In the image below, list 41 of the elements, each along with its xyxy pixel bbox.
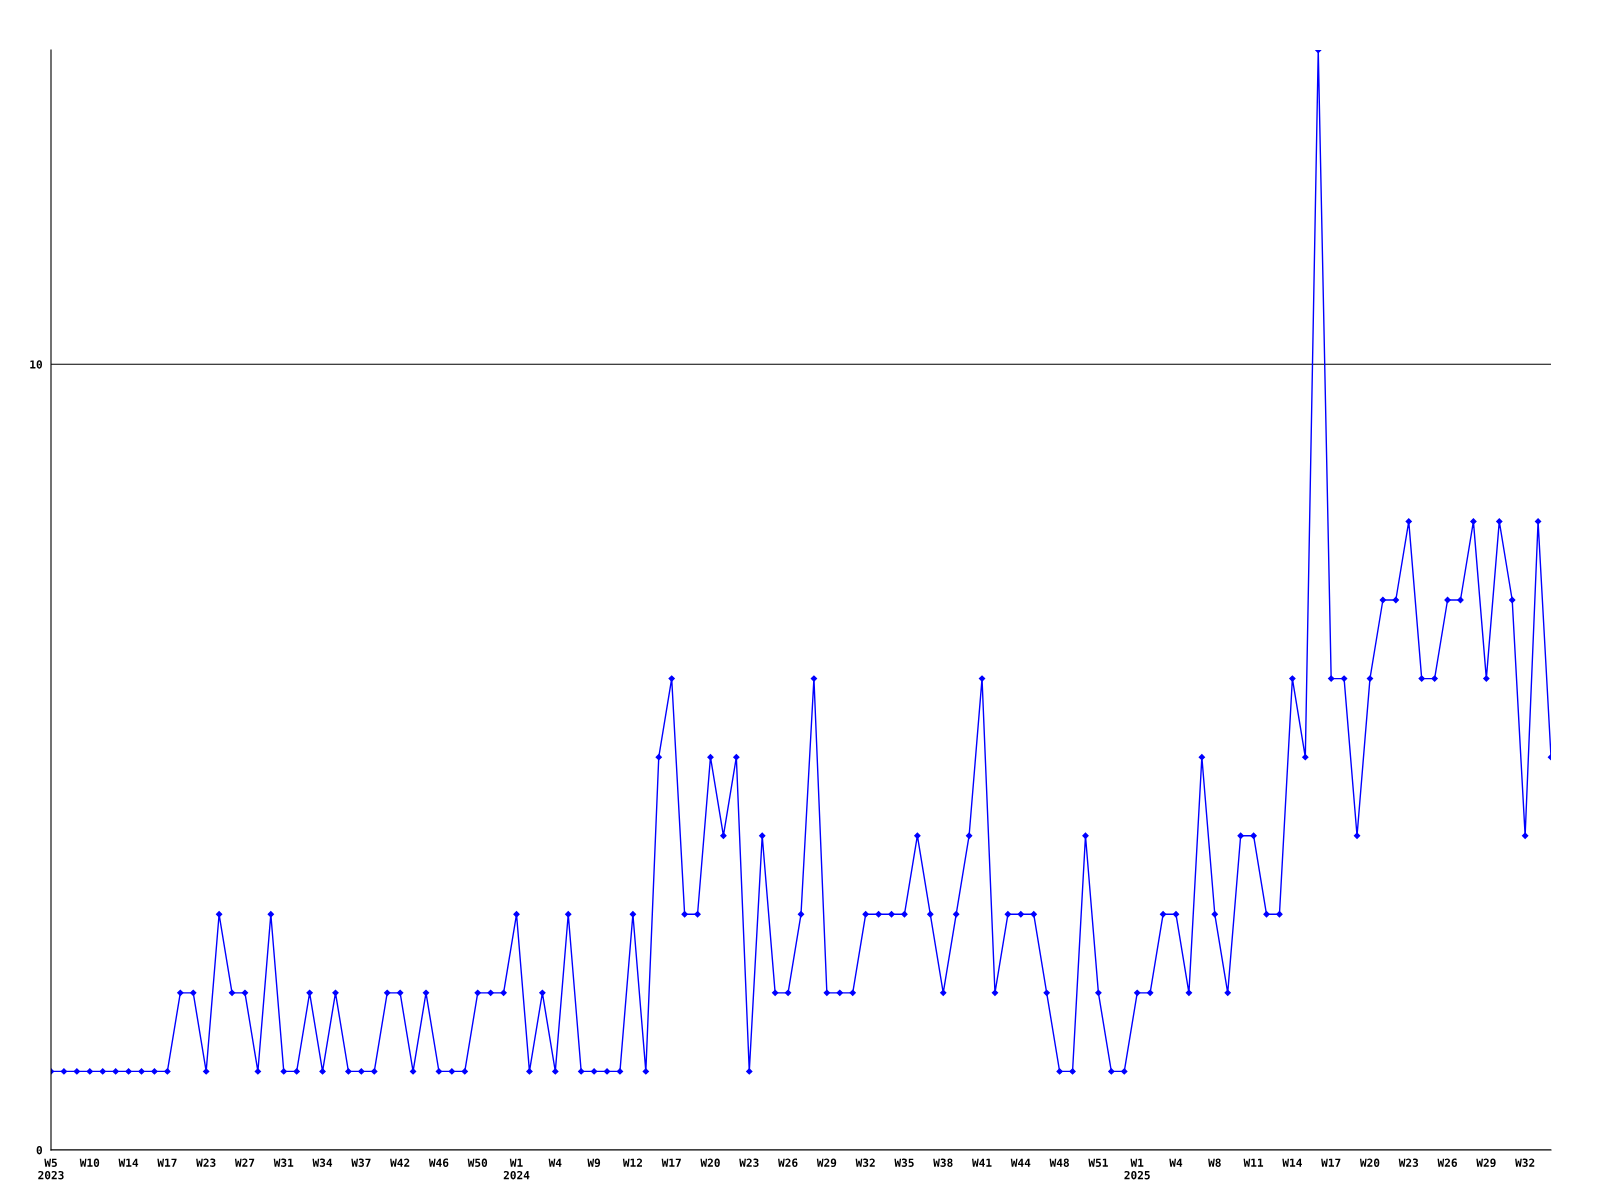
x-tick-label: W34: [312, 1158, 333, 1167]
x-tick-label: W32: [1515, 1158, 1535, 1167]
x-tick-label: W41: [972, 1158, 992, 1167]
x-tick-label: W1 2025: [1124, 1158, 1150, 1180]
x-tick-label: W4: [548, 1158, 562, 1167]
x-tick-label: W23: [196, 1158, 216, 1167]
x-tick-label: W32: [855, 1158, 875, 1167]
x-tick-label: W26: [778, 1158, 798, 1167]
x-tick-label: W8: [1208, 1158, 1221, 1167]
x-tick-label: W17: [157, 1158, 177, 1167]
x-tick-label: W31: [273, 1158, 294, 1167]
x-tick-label: W51: [1088, 1158, 1108, 1167]
y-tick-label: 10: [30, 360, 42, 369]
x-tick-label: W20: [700, 1158, 720, 1167]
x-tick-label: W5 2023: [38, 1158, 64, 1180]
x-tick-label: W27: [234, 1158, 255, 1167]
y-tick-label: 0: [36, 1145, 42, 1155]
x-tick-label: W35: [894, 1158, 914, 1167]
x-tick-label: W4: [1169, 1158, 1183, 1167]
x-tick-label: W17: [661, 1158, 681, 1167]
x-tick-label: W37: [351, 1158, 371, 1167]
x-tick-label: W48: [1049, 1158, 1069, 1167]
x-tick-label: W14: [1282, 1158, 1302, 1167]
x-tick-label: W46: [428, 1158, 449, 1167]
x-tick-label: W29: [1476, 1158, 1496, 1167]
x-tick-label: W17: [1321, 1158, 1341, 1167]
x-tick-label: W9: [587, 1158, 601, 1167]
x-tick-label: W42: [390, 1158, 410, 1167]
x-tick-label: W14: [118, 1158, 139, 1167]
x-tick-label: W44: [1010, 1158, 1031, 1167]
x-tick-label: W26: [1437, 1158, 1457, 1167]
x-tick-label: W11: [1243, 1158, 1264, 1167]
x-tick-label: W29: [816, 1158, 837, 1167]
x-tick-label: W20: [1359, 1158, 1380, 1167]
x-tick-label: W23: [739, 1158, 759, 1167]
x-tick-label: W10: [79, 1158, 100, 1167]
x-tick-label: W38: [933, 1158, 953, 1167]
x-tick-label: W12: [622, 1158, 643, 1167]
x-tick-label: W50: [467, 1158, 488, 1167]
x-tick-label: W23: [1398, 1158, 1419, 1167]
x-tick-label: W1 2024: [503, 1158, 530, 1180]
